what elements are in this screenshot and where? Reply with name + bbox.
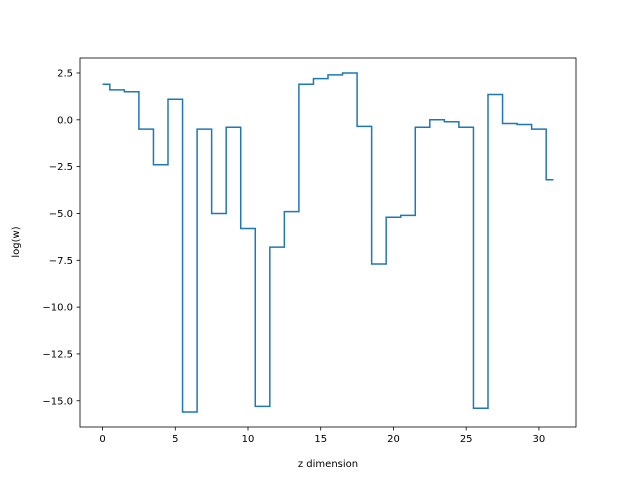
y-tick-label-0: −15.0 xyxy=(42,396,73,407)
x-tick-label-0: 0 xyxy=(99,434,105,445)
y-tick-label-4: −5.0 xyxy=(49,209,73,220)
x-tick-label-6: 30 xyxy=(533,434,546,445)
y-tick-label-3: −7.5 xyxy=(49,256,73,267)
y-tick-label-7: 2.5 xyxy=(57,68,73,79)
x-tick-label-3: 15 xyxy=(314,434,327,445)
axes-frame xyxy=(79,57,577,428)
y-axis-label: log(w) xyxy=(11,226,22,257)
x-tick-label-2: 10 xyxy=(242,434,255,445)
x-axis-label: z dimension xyxy=(298,459,358,470)
x-tick-label-5: 25 xyxy=(460,434,473,445)
y-tick-label-1: −12.5 xyxy=(42,349,73,360)
series-line-0 xyxy=(102,72,554,413)
x-tick-label-1: 5 xyxy=(172,434,178,445)
y-tick-label-6: 0.0 xyxy=(57,115,73,126)
x-tick-label-4: 20 xyxy=(387,434,400,445)
y-tick-label-5: −2.5 xyxy=(49,162,73,173)
y-tick-label-2: −10.0 xyxy=(42,303,73,314)
plot-area: 0 5 10 15 20 25 30 −15.0 −12.5 −10.0 −7.5 −5.0 −2.5 0… xyxy=(42,57,577,445)
